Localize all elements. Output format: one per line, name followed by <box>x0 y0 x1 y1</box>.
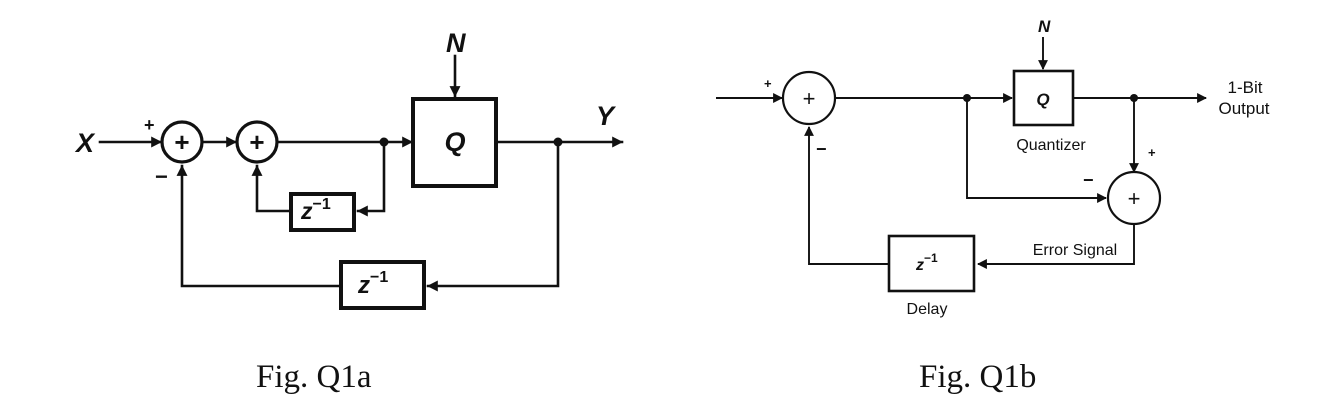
quantizer-block-b: Q <box>1012 69 1075 127</box>
svg-text:z−1: z−1 <box>300 196 331 224</box>
sum-junction-b: + <box>781 70 837 126</box>
sum1-minus-sign: − <box>155 164 168 189</box>
inner-loop-down-wire <box>356 140 386 217</box>
outer-delay-z-label: z <box>357 272 370 299</box>
noise-n-label-a: N <box>446 28 466 58</box>
svg-text:z−1: z−1 <box>915 251 938 274</box>
outer-loop-down-wire <box>426 140 560 292</box>
outer-loop-return-wire <box>176 164 343 288</box>
sum-junction-2: + <box>235 120 279 164</box>
outer-delay-block: z−1 <box>339 260 426 310</box>
sum-b-symbol: + <box>803 86 816 111</box>
figure-q1a: X + − + + z−1 Q <box>74 28 624 395</box>
inner-loop-return-wire <box>251 164 293 213</box>
delay-block-b: z−1 <box>887 234 976 293</box>
sum-b-minus-sign: − <box>816 139 827 159</box>
quantizer-caption: Quantizer <box>1016 137 1086 154</box>
error-signal-label: Error Signal <box>1033 242 1117 259</box>
output-label-line2: Output <box>1218 99 1269 118</box>
sum-junction-1: + <box>160 120 204 164</box>
sum1-symbol: + <box>174 127 189 157</box>
delay-caption: Delay <box>907 301 948 318</box>
error-sum-junction: + <box>1106 170 1162 226</box>
output-label-line1: 1-Bit <box>1228 78 1263 97</box>
inner-delay-block: z−1 <box>289 192 356 232</box>
input-to-error-sum-wire <box>966 98 1107 203</box>
caption-fig-q1a: Fig. Q1a <box>256 359 372 395</box>
sum1-plus-sign: + <box>144 115 155 135</box>
noise-n-label-b: N <box>1038 17 1051 36</box>
error-sum-symbol: + <box>1128 186 1141 211</box>
svg-text:z−1: z−1 <box>357 269 388 299</box>
quantizer-a-label: Q <box>444 127 465 157</box>
input-x-label: X <box>74 128 96 158</box>
figure-q1b: + − + Q Quantizer N 1-Bit Output + − <box>716 17 1270 395</box>
delay-b-z-label: z <box>915 257 924 274</box>
error-sum-plus-sign: + <box>1148 145 1156 160</box>
error-sum-minus-sign: − <box>1083 170 1094 190</box>
sum2-symbol: + <box>249 127 264 157</box>
delay-b-exponent: −1 <box>924 251 938 265</box>
quantizer-block-a: Q <box>411 97 498 188</box>
inner-delay-exponent: −1 <box>313 196 331 213</box>
inner-delay-z-label: z <box>300 198 313 224</box>
feedback-b-wire <box>804 126 889 265</box>
quantizer-b-label: Q <box>1036 90 1049 109</box>
outer-delay-exponent: −1 <box>370 269 388 286</box>
error-signal-wire <box>977 224 1135 269</box>
sum-b-plus-sign: + <box>764 76 772 91</box>
output-y-label: Y <box>596 101 617 131</box>
caption-fig-q1b: Fig. Q1b <box>919 359 1036 395</box>
